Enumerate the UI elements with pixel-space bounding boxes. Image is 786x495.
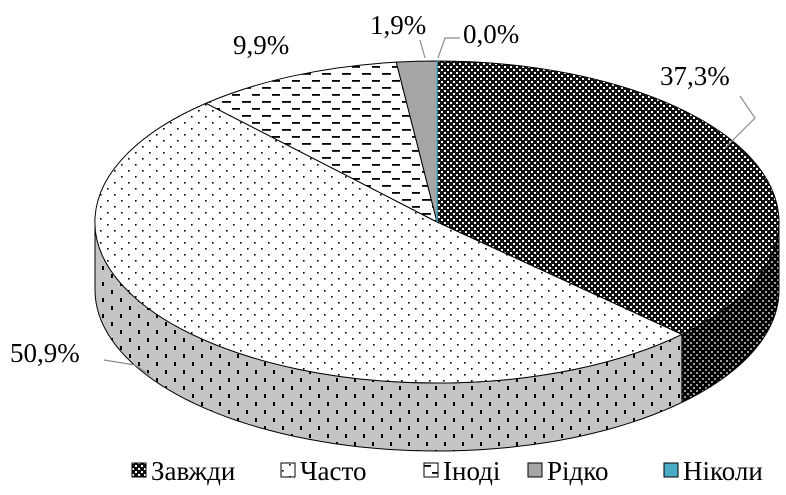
slice-ridko-data-label: 1,9% [370, 10, 426, 40]
legend-label: Рідко [547, 456, 609, 486]
slice-inodi-data-label: 9,9% [233, 30, 289, 60]
legend-item-3: Іноді [423, 456, 500, 486]
legend-item-4: Рідко [527, 456, 609, 486]
slice-zavzhdy [436, 60, 780, 335]
slice-nikoly-leader-line [437, 37, 460, 59]
legend-item-5: Ніколи [663, 456, 763, 486]
legend-item-1: Завжди [131, 456, 235, 486]
legend-label: Часто [300, 456, 366, 486]
slice-zavzhdy-leader-line [724, 95, 756, 149]
legend-item-2: Часто [280, 456, 366, 486]
legend-swatch-icon [131, 462, 147, 478]
legend-label: Завжди [151, 456, 235, 486]
slice-chasto-leader-line [103, 359, 151, 376]
slice-ridko-leader-line [419, 39, 426, 59]
slice-zavzhdy-data-label: 37,3% [660, 61, 730, 91]
legend: Завжди Часто Іноді Рідко Ніколи [131, 456, 763, 486]
legend-label: Ніколи [683, 456, 763, 486]
legend-swatch-icon [423, 462, 439, 478]
slice-chasto-data-label: 50,9% [10, 338, 80, 368]
legend-swatch-icon [663, 462, 679, 478]
legend-label: Іноді [443, 456, 500, 486]
slice-nikoly-data-label: 0,0% [463, 19, 519, 49]
slice-chasto [94, 102, 684, 384]
legend-swatch-icon [280, 462, 296, 478]
slice-inodi [204, 61, 438, 223]
legend-swatch-icon [527, 462, 543, 478]
